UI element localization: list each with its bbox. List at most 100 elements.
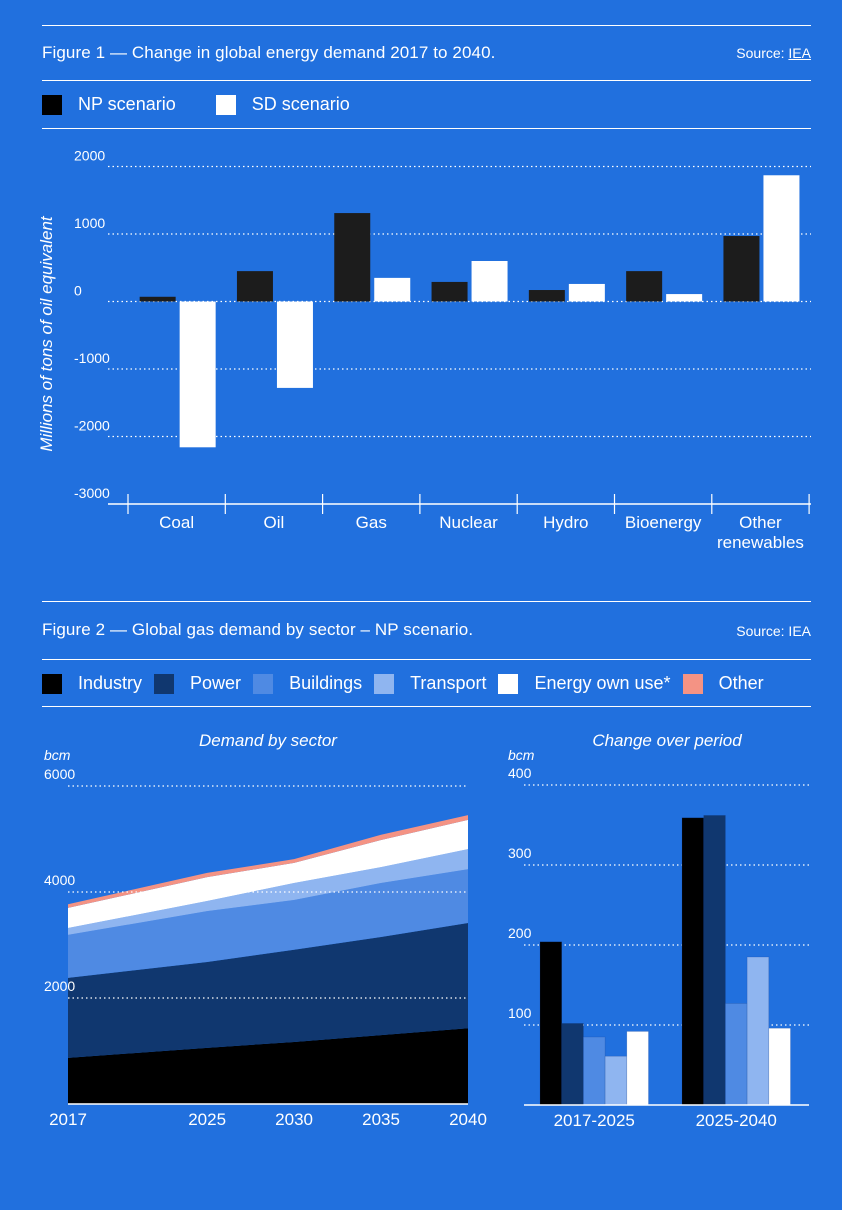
x-tick-label: 2035 [362,1110,400,1129]
bar-buildings-2025-2040 [725,1003,748,1106]
area-power [68,923,468,1058]
y-tick-label: 1000 [74,215,105,231]
x-tick-label: renewables [717,533,804,552]
legend-swatch-other [682,673,703,694]
bar-power-2017-2025 [561,1023,584,1106]
bar-energy-own-use-2017-2025 [626,1031,649,1106]
figure2-source: Source: IEA [736,623,811,639]
divider [42,25,811,26]
area-chart-unit: bcm [44,747,71,763]
legend-label: Transport [410,673,487,693]
bar-sd-scenario-gas [374,277,411,302]
y-tick-label: 4000 [44,872,75,888]
x-tick-label: 2017-2025 [554,1111,635,1130]
bar-sd-scenario-bioenergy [666,294,703,302]
bar-np-scenario-hydro [528,290,565,302]
area-industry [68,1028,468,1104]
y-tick-label: 400 [508,765,532,781]
bar-transport-2017-2025 [604,1055,628,1106]
divider [42,80,811,81]
x-tick-label: 2025-2040 [696,1111,777,1130]
x-tick-label: Nuclear [439,513,498,532]
x-tick-label: 2030 [275,1110,313,1129]
area-transport [68,849,468,935]
legend-item-industry: Industry [42,673,142,694]
y-tick-label: -2000 [74,418,110,434]
bar-np-scenario-bioenergy [626,271,663,302]
legend-swatch-buildings [253,673,274,694]
bar-sd-scenario-coal [179,301,216,448]
bar-np-scenario-nuclear [431,281,468,302]
y-tick-label: 6000 [44,766,75,782]
area-chart-title: Demand by sector [199,731,338,750]
y-tick-label: -1000 [74,350,110,366]
bar-industry-2025-2040 [681,817,705,1106]
legend-label: SD scenario [251,94,350,114]
y-tick-label: 100 [508,1005,532,1021]
figure1-chart: 2000 1000 0 -1000 -2000 -3000 Coal Oil Gas Nucle… [37,148,811,552]
legend-item-sd: SD scenario [215,94,350,115]
divider [42,601,811,602]
bar-energy-own-use-2025-2040 [768,1027,791,1106]
area-energy-own-use [68,819,468,929]
divider [42,128,811,129]
divider [42,706,811,707]
x-tick-label: Bioenergy [625,513,702,532]
legend-label: Other [718,673,764,693]
x-tick-label: 2025 [188,1110,226,1129]
source-label: Source: [736,45,789,61]
legend-item-buildings: Buildings [253,673,362,694]
x-tick-label: Gas [356,513,387,532]
y-tick-label: 200 [508,925,532,941]
source-link-iea[interactable]: IEA [788,45,811,61]
figure1-title: Figure 1 — Change in global energy deman… [42,43,496,62]
bar-power-2025-2040 [703,815,726,1106]
legend-swatch-industry [42,673,62,694]
legend-swatch-transport [374,673,395,694]
bar-np-scenario-coal [139,296,176,302]
y-tick-label: 300 [508,845,532,861]
bar-sd-scenario-nuclear [471,261,508,302]
bar-sd-scenario-hydro [568,283,605,302]
figure1-source: Source: IEA [736,45,811,61]
x-tick-label: Hydro [543,513,588,532]
bar-chart-unit: bcm [508,747,535,763]
bar-sd-scenario-oil [276,301,313,388]
divider [42,659,811,660]
area-other [68,815,468,908]
bar-transport-2025-2040 [746,956,770,1106]
legend-label: Buildings [289,673,363,693]
bar-buildings-2017-2025 [583,1036,606,1106]
legend-label: Power [190,673,242,693]
bar-chart-title: Change over period [592,731,742,750]
bar-np-scenario-other-renewables [723,236,760,302]
legend-swatch-energy-own-use [498,673,519,694]
bar-np-scenario-gas [334,213,371,302]
x-tick-label: Oil [264,513,285,532]
legend-item-energy-own-use: Energy own use* [498,673,671,694]
legend-item-power: Power [154,673,241,694]
legend-label: Industry [78,673,143,693]
y-axis-label: Millions of tons of oil equivalent [37,215,56,452]
legend-item-other: Other [682,673,764,694]
legend-item-np: NP scenario [42,94,176,115]
y-tick-label: 2000 [44,978,75,994]
figure1-legend: NP scenario SD scenario [42,94,370,115]
x-tick-label: Coal [159,513,194,532]
y-tick-label: -3000 [74,485,110,501]
figure2-legend: Industry Power Buildings Transport Energ… [42,673,764,694]
legend-swatch-np [42,94,62,115]
figure2-title: Figure 2 — Global gas demand by sector –… [42,620,474,639]
x-tick-label: Other [739,513,782,532]
bar-industry-2017-2025 [539,941,563,1106]
legend-swatch-power [154,673,175,694]
x-tick-label: 2040 [449,1110,487,1129]
bar-sd-scenario-other-renewables [763,175,800,302]
y-tick-label: 0 [74,283,82,299]
legend-label: Energy own use* [534,673,671,693]
x-tick-label: 2017 [49,1110,87,1129]
legend-item-transport: Transport [374,673,486,694]
bar-np-scenario-oil [236,271,273,302]
area-buildings [68,869,468,978]
legend-swatch-sd [215,94,236,115]
